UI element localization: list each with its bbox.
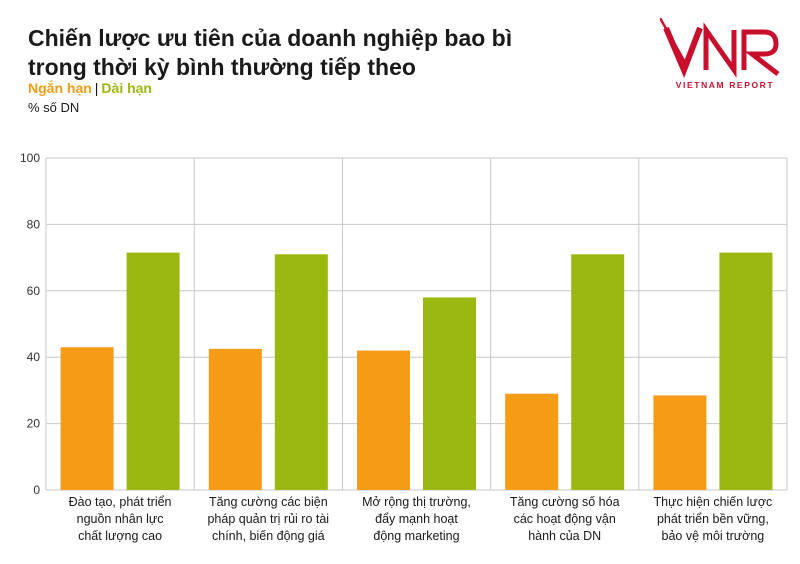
y-tick-label: 40 [27,350,41,364]
bar-short-term [60,347,114,490]
category-label: Tăng cường các biện pháp quản trị rủi ro … [207,495,329,543]
chart-title: Chiến lược ưu tiên của doanh nghiệp bao … [28,24,548,82]
y-tick-label: 20 [27,417,41,431]
category-label: Tăng cường số hóa các hoạt động vận hành c… [510,495,620,543]
bar-short-term [505,393,559,490]
y-tick-label: 0 [33,483,40,497]
bar-long-term [126,252,180,490]
bar-long-term [274,254,328,490]
chart-title-line-2: trong thời kỳ bình thường tiếp theo [28,54,416,80]
vnr-logo-icon [660,18,780,78]
y-axis-ticks: 0 20 40 60 80 100 [20,151,40,497]
legend-separator: | [94,80,99,96]
bar-short-term [357,350,410,490]
bar-long-term [719,252,773,490]
category-label: Mở rộng thị trường, đẩy mạnh hoạt động mar… [362,495,471,543]
bar-short-term [653,395,707,490]
legend-long-term: Dài hạn [101,80,152,96]
category-label: Thực hiện chiến lược phát triển bền vững,… [654,495,773,543]
legend: Ngắn hạn | Dài hạn [28,80,152,96]
y-tick-label: 60 [27,284,41,298]
bar-long-term [423,297,476,490]
category-label: Đào tạo, phát triển nguồn nhân lực chất lư… [69,495,172,543]
category-labels: Đào tạo, phát triển nguồn nhân lực chất lư… [69,495,773,543]
y-tick-label: 80 [27,217,41,231]
chart-title-line-1: Chiến lược ưu tiên của doanh nghiệp bao … [28,25,513,51]
y-tick-label: 100 [20,151,40,165]
logo-subtitle: VIETNAM REPORT [675,80,775,90]
legend-short-term: Ngắn hạn [28,80,92,96]
bars [60,252,773,490]
bar-short-term [208,348,262,490]
y-axis-unit: % số DN [28,100,80,115]
bar-long-term [571,254,625,490]
